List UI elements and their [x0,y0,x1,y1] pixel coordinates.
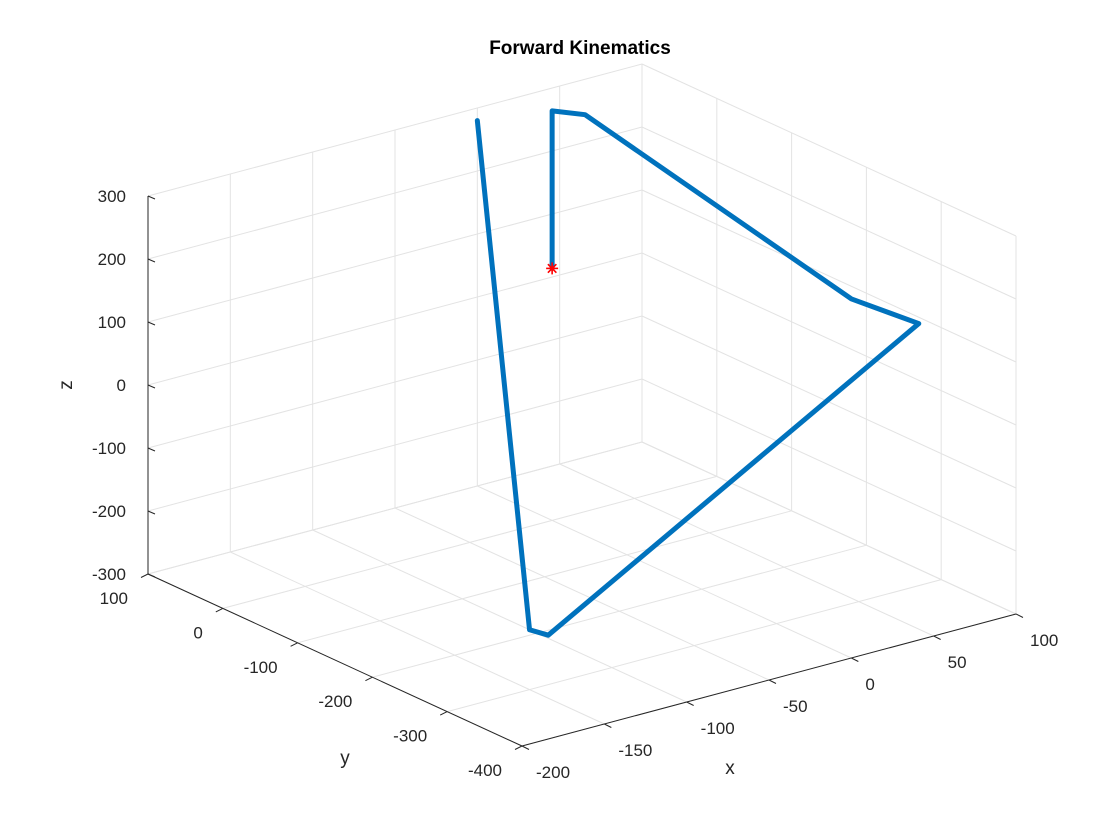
x-tick-mark [686,701,694,706]
grid-line-floor-y [447,579,942,713]
kinematic-chain-line [474,108,922,638]
grid-line-floor-x [230,551,605,725]
y-tick-mark [514,745,523,750]
grid-line-floor-y [222,475,717,609]
y-tick-label: 0 [193,623,202,642]
base-marker-asterisk [546,262,559,275]
y-tick-mark [140,573,149,578]
y-tick-mark [439,711,448,716]
y-axis-label: y [340,748,350,769]
z-axis-label: z [56,380,77,390]
axis-layer [140,195,1024,750]
x-tick-label: -50 [783,697,808,716]
x-tick-mark [851,657,859,662]
grid-line-side-z [641,252,1017,426]
grid-line-back-z [147,252,643,386]
x-tick-mark [604,723,612,728]
z-tick-mark [147,573,156,578]
grid-line-floor-y [372,544,867,678]
grid-line-floor-x [477,485,852,659]
grid-line-floor-x [312,529,687,703]
grid-line-back-z [147,378,643,512]
x-tick-label: 0 [865,675,874,694]
series-layer [474,108,922,638]
grid-line-side-z [641,63,1017,237]
tick-layer: -200 -150 -100 -50 0 50 100 -400 -300 -200 -100 0 10… [92,187,1058,782]
z-tick-label: 0 [117,376,126,395]
marker-layer [546,262,559,275]
z-tick-label: -200 [92,502,126,521]
y-tick-label: -400 [468,761,502,780]
y-tick-label: -100 [244,658,278,677]
grid-line-floor-x [559,463,934,637]
x-tick-label: 100 [1030,631,1058,650]
z-tick-label: 100 [98,313,126,332]
x-tick-mark [1015,613,1024,618]
z-tick-mark [147,321,156,326]
y-tick-label: -200 [318,692,352,711]
x-axis-label: x [725,758,735,779]
y-tick-label: -300 [393,727,427,746]
z-tick-mark [147,384,156,389]
grid-line-back-z [147,441,643,575]
grid-line-back-z [147,126,643,260]
x-tick-mark [933,635,941,640]
chart-title: Forward Kinematics [489,38,671,59]
z-tick-mark [147,447,156,452]
grid-layer [147,63,1017,747]
z-tick-mark [147,510,156,515]
marker-stroke [547,263,557,274]
x-tick-mark [768,679,777,684]
grid-line-back-z [147,189,643,323]
grid-line-side-z [641,441,1017,615]
grid-line-floor-x [394,507,770,681]
x-tick-mark [521,745,530,750]
grid-line-side-z [641,378,1017,552]
y-tick-mark [365,676,373,682]
z-tick-mark [147,195,156,200]
z-tick-label: 300 [98,187,126,206]
grid-line-side-z [641,126,1017,300]
z-tick-label: 200 [98,250,126,269]
x-tick-label: -200 [536,763,570,782]
y-tick-mark [215,607,224,613]
grid-line-back-z [147,63,643,197]
y-tick-mark [290,642,298,647]
z-tick-label: -100 [92,439,126,458]
z-tick-label: -300 [92,565,126,584]
grid-line-back-z [147,315,643,449]
grid-line-side-z [641,189,1017,363]
y-tick-label: 100 [100,589,128,608]
y-axis-line [147,573,523,747]
x-tick-label: -150 [618,741,652,760]
grid-line-floor-y [297,510,792,644]
x-tick-label: -100 [701,719,735,738]
z-tick-mark [147,258,156,263]
x-tick-label: 50 [948,653,967,672]
